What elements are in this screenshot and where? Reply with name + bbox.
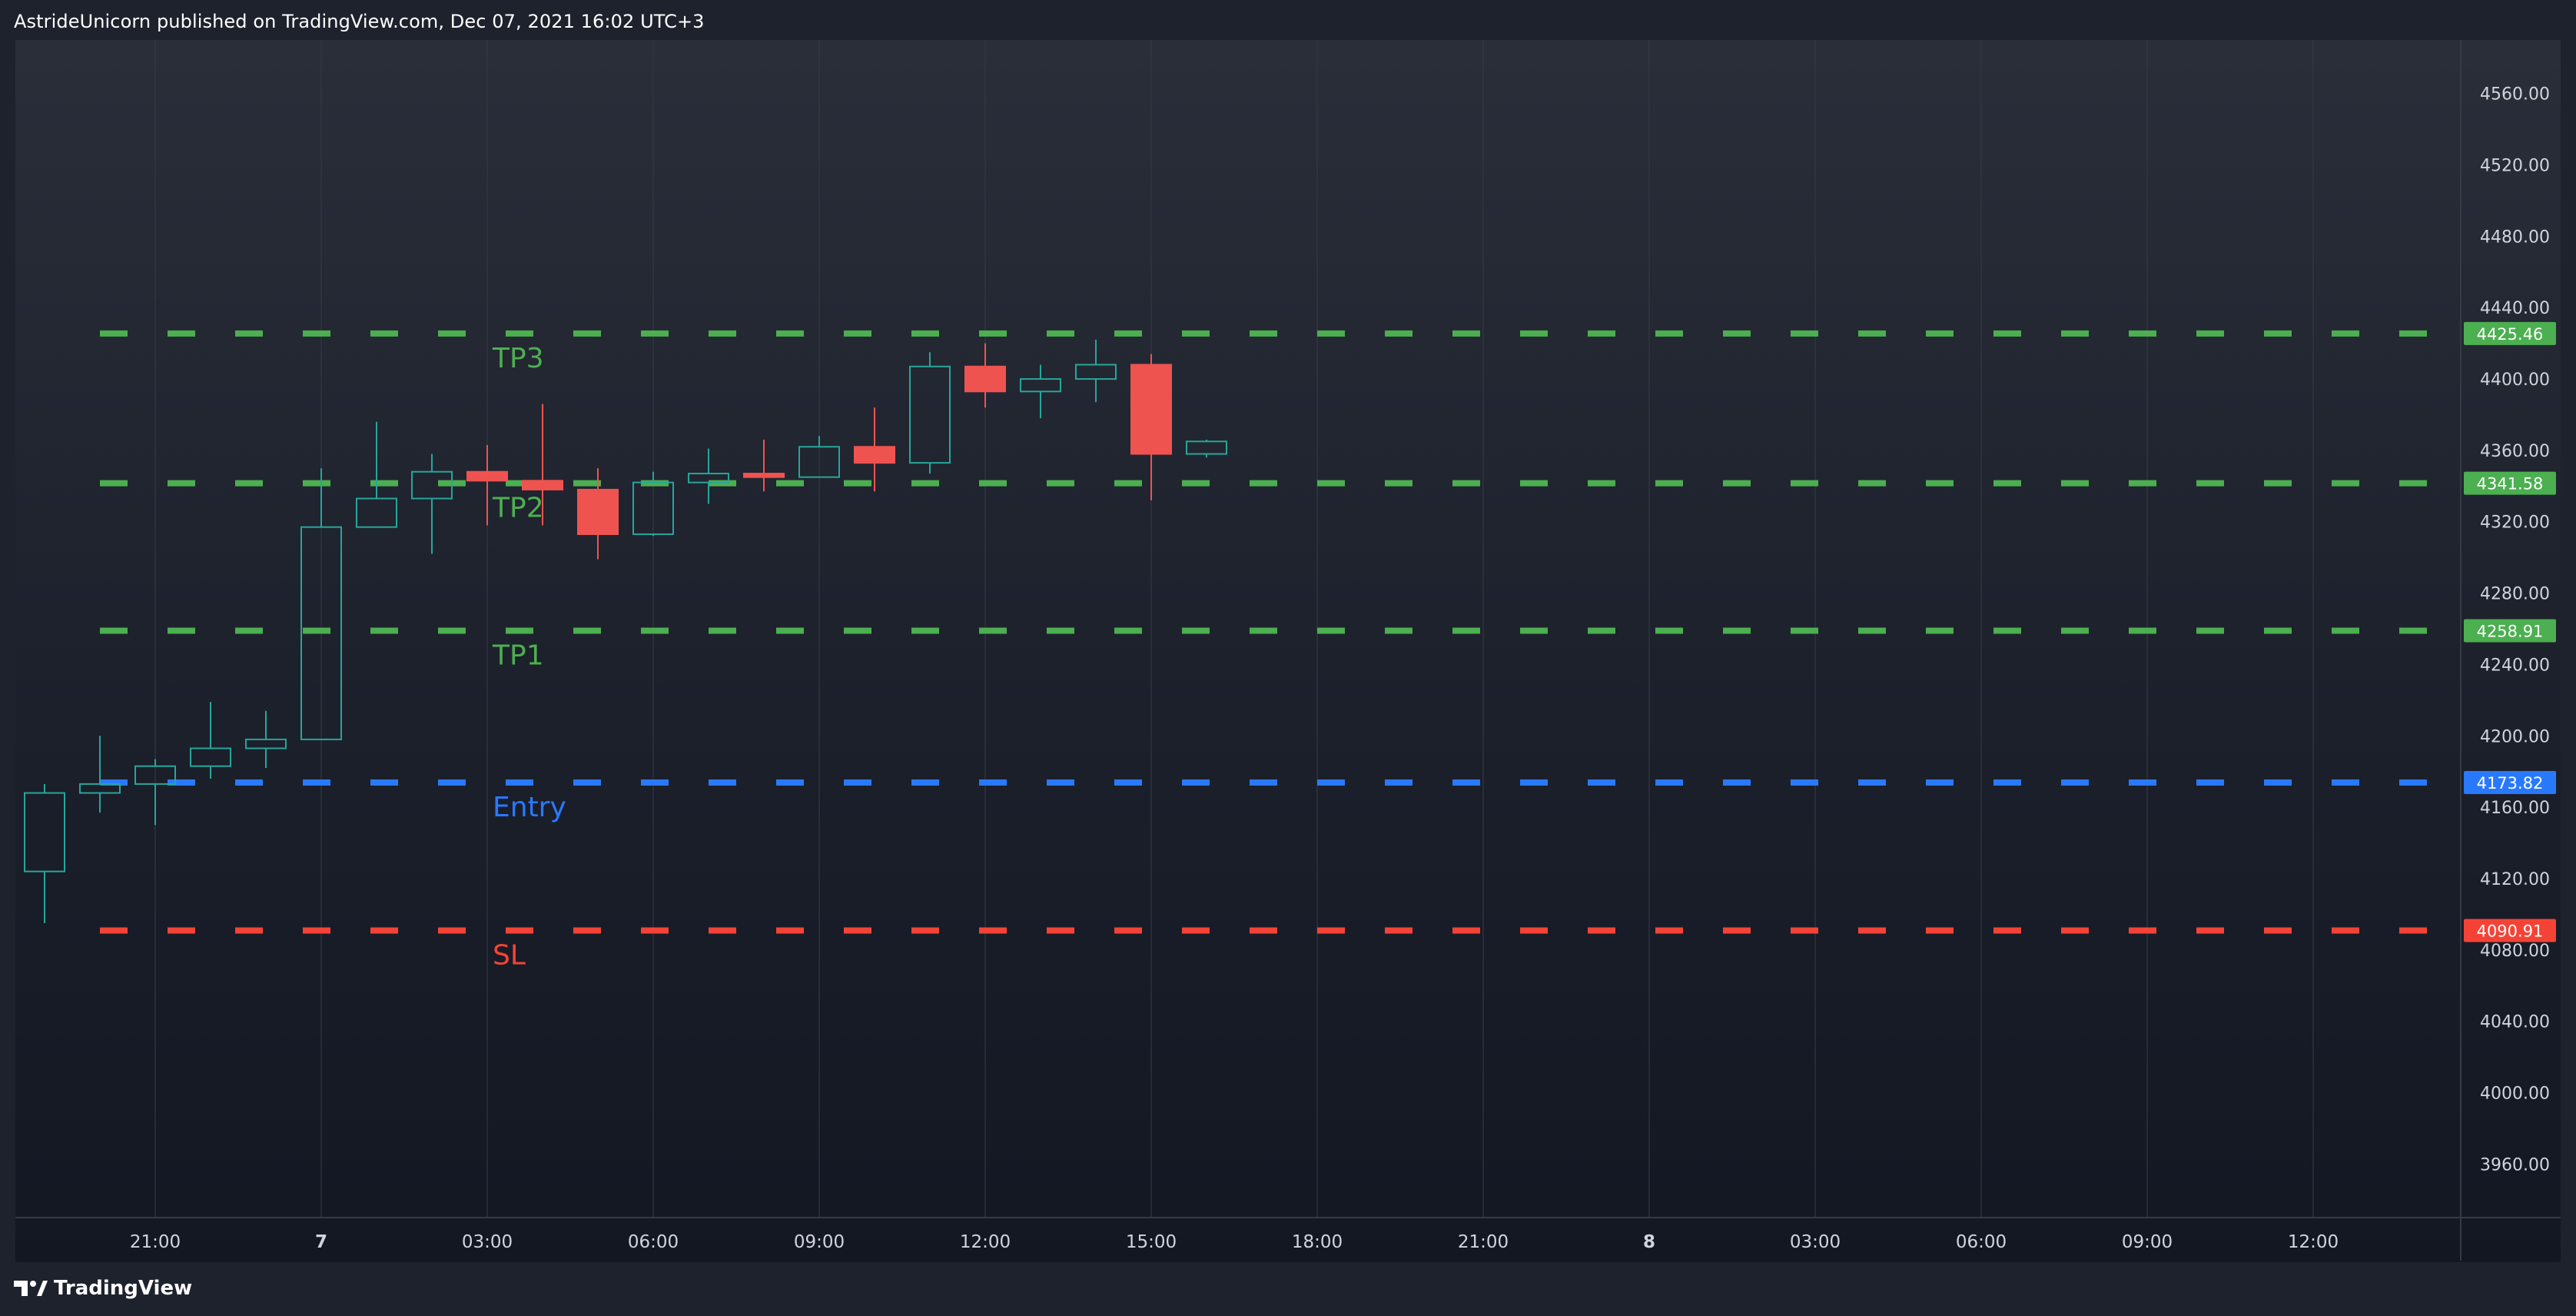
candle-up [688,448,729,504]
price-tag-text: 4173.82 [2477,774,2544,793]
candle-body [577,488,619,535]
y-tick-label: 4480.00 [2480,228,2550,247]
x-tick-label: 03:00 [462,1232,513,1252]
y-tick-label: 4120.00 [2480,870,2550,889]
candle-body [743,473,785,478]
candle-up [190,702,231,779]
x-tick-label: 03:00 [1790,1232,1841,1252]
x-tick-label: 09:00 [2122,1232,2173,1252]
x-tick-label: 12:00 [2288,1232,2339,1252]
level-label-tp1: TP1 [492,640,544,672]
candle-body [79,783,121,794]
candle-body [411,470,453,500]
y-tick-label: 3960.00 [2480,1155,2550,1175]
price-tag-text: 4258.91 [2477,623,2544,641]
x-tick-label: 18:00 [1292,1232,1343,1252]
x-tick-label: 15:00 [1126,1232,1177,1252]
level-label-sl: SL [493,939,526,971]
x-tick-label: 7 [315,1232,327,1252]
y-tick-label: 4200.00 [2480,727,2550,746]
x-tick-label: 8 [1643,1232,1655,1252]
candle-up [300,468,342,740]
candle-body [798,446,840,478]
y-tick-label: 4440.00 [2480,299,2550,318]
candle-down [577,468,619,560]
x-tick-label: 06:00 [628,1232,679,1252]
chart-area[interactable]: TP3 TP2 TP1 Entry SL 21:00 7 03:00 06:00 09:00 12… [15,40,2561,1262]
candle-up [1186,439,1227,458]
candle-up [356,421,397,528]
levels-layer: TP3 TP2 TP1 Entry SL [100,330,2436,971]
candle-down [466,444,508,526]
candle-body [466,470,508,482]
tradingview-logo-icon [14,1281,48,1296]
candle-body [245,738,287,749]
candle-up [1075,339,1117,403]
candle-down [964,343,1006,408]
price-tag-sl [2464,919,2556,942]
price-tag-entry [2464,771,2556,795]
y-tick-label: 4160.00 [2480,799,2550,818]
candle-body [909,365,951,464]
candle-up [411,454,453,554]
y-tick-label: 4360.00 [2480,442,2550,461]
x-tick-label: 21:00 [1458,1232,1509,1252]
price-tag-tp1 [2464,619,2556,643]
candle-body [854,446,895,464]
candle-body [300,526,342,740]
y-tick-label: 4040.00 [2480,1013,2550,1032]
candle-body [1020,378,1061,393]
candle-up [909,352,951,474]
candle-up [79,736,121,813]
candle-body [24,792,65,872]
candle-body [964,365,1006,393]
level-label-entry: Entry [493,792,566,823]
candle-body [1130,364,1172,455]
candle-up [798,436,840,478]
y-tick-label: 4400.00 [2480,371,2550,390]
x-tick-label: 21:00 [130,1232,181,1252]
candle-body [1075,364,1117,381]
candle-body [688,473,729,484]
candle-body [522,480,563,490]
price-tag-text: 4341.58 [2477,475,2544,494]
candle-up [245,710,287,769]
axes-layer: 21:00 7 03:00 06:00 09:00 12:00 15:00 18:00 21:0… [15,40,2561,1261]
x-tick-label: 12:00 [960,1232,1011,1252]
price-tag-tp2 [2464,471,2556,495]
y-tick-label: 4000.00 [2480,1085,2550,1104]
candle-up [134,759,176,826]
candle-body [356,497,397,528]
candle-up [24,783,65,923]
candle-body [1186,440,1227,455]
level-label-tp2: TP2 [492,493,544,524]
candle-up [632,471,674,537]
y-tick-label: 4520.00 [2480,156,2550,175]
price-tag-tp3 [2464,321,2556,345]
price-tag-text: 4425.46 [2477,325,2544,344]
footer-brand[interactable]: TradingView [14,1273,192,1304]
candle-down [743,439,785,492]
candle-body [134,765,176,785]
y-tick-label: 4560.00 [2480,85,2550,105]
candle-down [1130,354,1172,500]
candles-layer [24,339,1227,923]
candle-body [190,747,231,767]
brand-name: TradingView [54,1277,193,1300]
candle-body [632,481,674,535]
chart-svg[interactable]: TP3 TP2 TP1 Entry SL 21:00 7 03:00 06:00 09:00 12… [15,40,2561,1262]
y-tick-label: 4240.00 [2480,656,2550,675]
candle-down [522,404,563,526]
y-tick-label: 4320.00 [2480,513,2550,533]
y-tick-label: 4080.00 [2480,942,2550,961]
x-tick-label: 09:00 [794,1232,845,1252]
candle-up [1020,364,1061,419]
y-tick-label: 4280.00 [2480,585,2550,604]
price-tag-text: 4090.91 [2477,922,2544,940]
publish-info: AstrideUnicorn published on TradingView.… [14,11,705,32]
candle-down [854,407,895,492]
x-tick-label: 06:00 [1956,1232,2007,1252]
level-label-tp3: TP3 [492,343,544,374]
grid-layer [154,40,2314,1218]
